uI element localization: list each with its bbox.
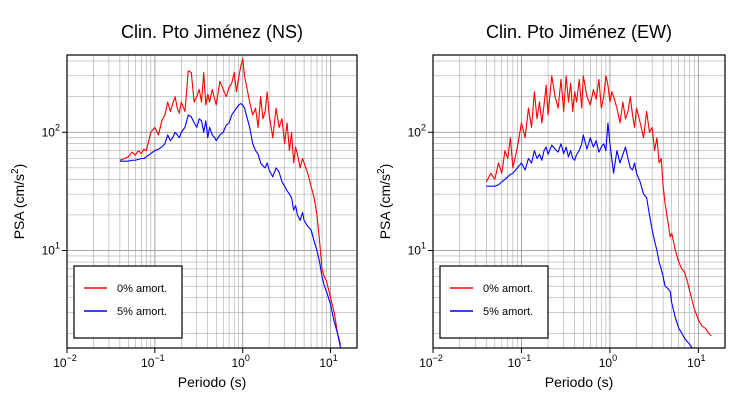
legend-label: 0% amort. — [117, 283, 167, 295]
legend-box — [439, 265, 549, 339]
x-tick-label: 10−1 — [141, 353, 165, 370]
legend: 0% amort. 5% amort. — [439, 265, 549, 339]
legend: 0% amort. 5% amort. — [73, 265, 183, 339]
gridlines — [66, 55, 358, 348]
y-axis-label: PSA (cm/s2) — [376, 164, 393, 240]
x-tick-label: 10−1 — [508, 353, 532, 370]
x-tick-label: 101 — [319, 353, 337, 370]
chart-panel-ew: 10−2 10−1 100 101 101 102 Clin. Pto Jiménez (E… — [376, 22, 726, 390]
x-axis-label: Periodo (s) — [545, 374, 613, 390]
y-axis-label: PSA (cm/s2) — [10, 164, 27, 240]
chart-title: Clin. Pto Jiménez (NS) — [121, 22, 303, 42]
y-tick-label: 101 — [42, 241, 60, 258]
x-tick-label: 100 — [232, 353, 250, 370]
x-axis-label: Periodo (s) — [178, 374, 246, 390]
plot-frame — [66, 54, 358, 349]
x-tick-label: 101 — [687, 353, 705, 370]
legend-label: 5% amort. — [483, 306, 533, 318]
series-line-damped — [486, 122, 712, 348]
y-tick-label: 102 — [42, 122, 60, 139]
x-tick-label: 100 — [599, 353, 617, 370]
series-line-damped — [119, 102, 342, 348]
legend-label: 5% amort. — [117, 306, 167, 318]
x-tick-label: 10−2 — [53, 353, 77, 370]
y-tick-label: 101 — [408, 241, 426, 258]
plot-frame — [432, 54, 726, 349]
x-tick-label: 10−2 — [419, 353, 443, 370]
series-line-undamped — [119, 57, 342, 345]
legend-box — [73, 265, 183, 339]
chart-panel-ns: 10−2 10−1 100 101 101 102 Clin. Pto Jiménez (N… — [10, 22, 358, 390]
series-line-undamped — [485, 75, 712, 337]
legend-label: 0% amort. — [483, 283, 533, 295]
chart-title: Clin. Pto Jiménez (EW) — [486, 22, 672, 42]
y-tick-label: 102 — [408, 122, 426, 139]
